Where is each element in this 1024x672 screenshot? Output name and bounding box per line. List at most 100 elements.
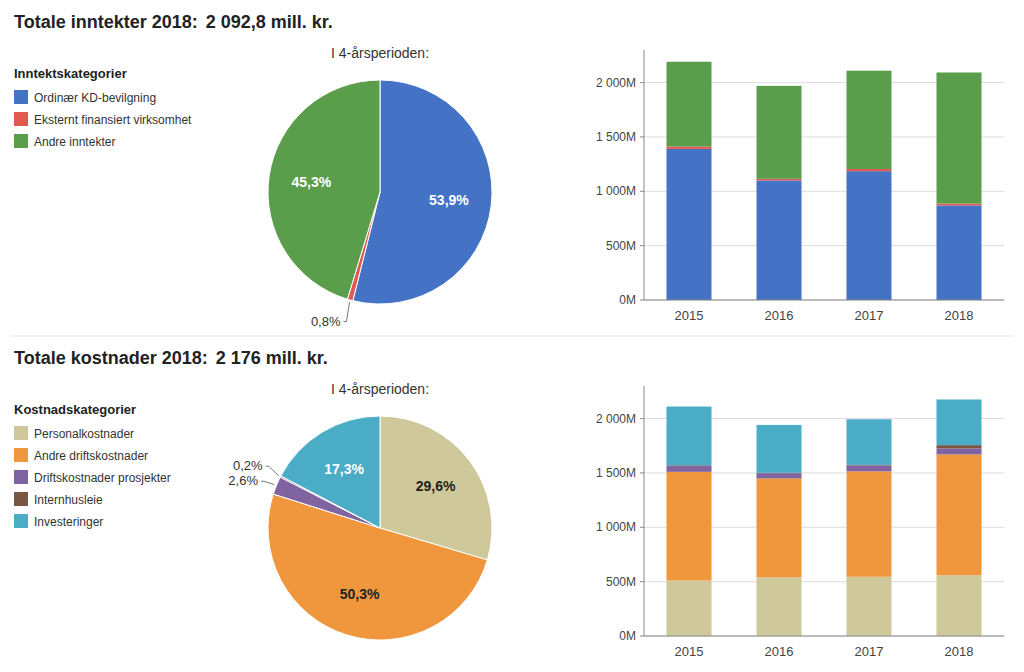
y-tick xyxy=(640,191,644,192)
legend-swatch xyxy=(14,426,28,440)
bar-segment xyxy=(937,445,982,448)
grid-line xyxy=(644,300,1004,301)
section-heading-part: Totale kostnader 2018: xyxy=(14,348,208,368)
bar-chart: 0M500M1 000M1 500M2 000M2015201620172018 xyxy=(596,50,1004,323)
x-tick-label: 2015 xyxy=(675,308,704,323)
y-tick xyxy=(640,527,644,528)
bar-segment xyxy=(937,454,982,575)
bar-segment xyxy=(937,399,982,445)
legend-label: Andre inntekter xyxy=(34,135,115,149)
bar-marks xyxy=(667,399,982,636)
legend-swatch xyxy=(14,492,28,506)
pie-slice xyxy=(268,80,380,299)
bar-segment xyxy=(757,179,802,181)
y-tick-label: 500M xyxy=(606,575,636,589)
y-tick-label: 2 000M xyxy=(596,412,636,426)
bar-segment xyxy=(667,149,712,300)
legend-swatch xyxy=(14,448,28,462)
bar-segment xyxy=(847,419,892,465)
bar-segment xyxy=(847,169,892,171)
pie-title: I 4-årsperioden: xyxy=(331,45,429,61)
y-tick xyxy=(640,418,644,419)
x-tick-label: 2017 xyxy=(855,644,884,659)
section-heading-part: Totale inntekter 2018: xyxy=(14,12,198,32)
y-tick xyxy=(640,82,644,83)
legend-label: Investeringer xyxy=(34,515,103,529)
legend-swatch xyxy=(14,134,28,148)
y-tick-label: 1 000M xyxy=(596,520,636,534)
bar-segment xyxy=(757,478,802,577)
legend: Inntektskategorier Ordinær KD-bevilgning E… xyxy=(14,66,192,149)
bar-segment xyxy=(937,204,982,206)
legend-swatch xyxy=(14,112,28,126)
bar-segment xyxy=(667,466,712,472)
legend-title: Kostnadskategorier xyxy=(14,402,136,417)
legend-swatch xyxy=(14,90,28,104)
bar-segment xyxy=(667,62,712,147)
bar-segment xyxy=(757,577,802,636)
bar-segment xyxy=(667,472,712,581)
legend-swatch xyxy=(14,470,28,484)
y-tick-label: 500M xyxy=(606,239,636,253)
pie-value-label: 45,3% xyxy=(291,174,331,190)
y-tick xyxy=(640,245,644,246)
legend-label: Internhusleie xyxy=(34,493,103,507)
y-tick xyxy=(640,581,644,582)
y-tick xyxy=(640,636,644,637)
bar-segment xyxy=(667,581,712,636)
pie-value-label: 0,2% xyxy=(233,458,263,473)
y-tick-label: 0M xyxy=(619,629,636,643)
legend-title: Inntektskategorier xyxy=(14,66,127,81)
x-tick-label: 2016 xyxy=(765,308,794,323)
y-tick xyxy=(640,136,644,137)
y-tick-label: 2 000M xyxy=(596,76,636,90)
pie-leader-line xyxy=(266,466,279,475)
section-heading: Totale kostnader 2018: 2 176 mill. kr. xyxy=(14,348,328,368)
x-tick-label: 2017 xyxy=(855,308,884,323)
pie-leader-line xyxy=(344,302,350,321)
section-divider xyxy=(10,336,1014,337)
legend-label: Andre driftskostnader xyxy=(34,449,148,463)
bar-segment xyxy=(937,448,982,454)
bar-segment xyxy=(667,407,712,466)
pie-leader-line xyxy=(261,481,274,484)
section-heading-part: 2 176 mill. kr. xyxy=(216,348,328,368)
pie-labels: 29,6%50,3%17,3%0,2%2,6% xyxy=(228,458,456,602)
bar-segment xyxy=(937,205,982,300)
pie-value-label: 29,6% xyxy=(416,478,456,494)
legend-label: Eksternt finansiert virksomhet xyxy=(34,113,192,127)
y-tick-label: 1 500M xyxy=(596,466,636,480)
bar-segment xyxy=(937,575,982,636)
pie-title: I 4-årsperioden: xyxy=(331,381,429,397)
x-tick-label: 2016 xyxy=(765,644,794,659)
bar-segment xyxy=(757,86,802,179)
legend: Kostnadskategorier Personalkostnader Andre… xyxy=(14,402,171,529)
y-tick xyxy=(640,300,644,301)
pie-slice xyxy=(281,416,380,528)
legend-label: Personalkostnader xyxy=(34,427,134,441)
y-tick-label: 1 000M xyxy=(596,184,636,198)
bar-segment xyxy=(757,473,802,478)
y-tick xyxy=(640,472,644,473)
legend-label: Ordinær KD-bevilgning xyxy=(34,91,156,105)
x-tick-label: 2015 xyxy=(675,644,704,659)
x-tick-label: 2018 xyxy=(945,308,974,323)
bar-segment xyxy=(847,171,892,300)
pie-labels: 53,9%45,3%0,8% xyxy=(291,174,469,329)
x-axis-line xyxy=(644,300,1004,301)
legend-swatch xyxy=(14,514,28,528)
pie-chart: I 4-årsperioden: xyxy=(268,45,492,304)
bar-segment xyxy=(847,71,892,169)
section-heading: Totale inntekter 2018: 2 092,8 mill. kr. xyxy=(14,12,333,32)
bar-segment xyxy=(757,180,802,300)
section-heading-part: 2 092,8 mill. kr. xyxy=(206,12,333,32)
x-axis-line xyxy=(644,636,1004,637)
pie-value-label: 50,3% xyxy=(340,586,380,602)
pie-value-label: 0,8% xyxy=(311,314,341,329)
y-axis-line xyxy=(644,386,645,636)
bar-segment xyxy=(847,577,892,636)
pie-chart: I 4-årsperioden: xyxy=(268,381,492,640)
chart-canvas: Totale inntekter 2018: 2 092,8 mill. kr. I… xyxy=(0,0,1024,672)
bar-segment xyxy=(847,465,892,471)
grid-line xyxy=(644,636,1004,637)
